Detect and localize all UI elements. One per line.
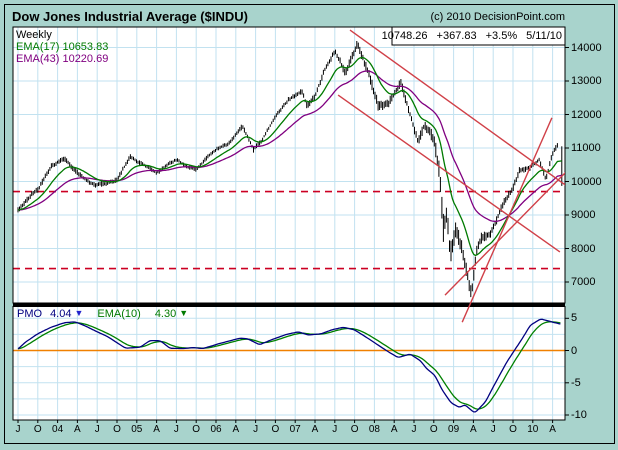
x-axis-label: J [15, 424, 21, 435]
x-axis-label: A [153, 424, 160, 435]
x-axis-label: A [232, 424, 240, 435]
pmo-ema-value: 4.30 [154, 308, 177, 320]
y-axis-label: 9000 [571, 209, 596, 221]
quote-last: 10748.26 [381, 30, 428, 42]
x-axis-label: O [192, 424, 201, 435]
pmo-ema-down-arrow-icon: ▼ [179, 308, 189, 318]
x-axis-label: 09 [448, 424, 460, 435]
x-axis-label: O [509, 424, 517, 435]
x-axis-label: 05 [131, 424, 143, 435]
x-axis-label: O [350, 424, 359, 435]
pmo-value: 4.04 [50, 308, 72, 320]
pmo-down-arrow-icon: ▼ [74, 308, 84, 318]
x-axis-label: J [173, 424, 179, 435]
x-axis-label: J [253, 424, 259, 435]
x-axis-label: O [271, 424, 280, 435]
x-axis-label: O [113, 424, 121, 435]
quote-readout: 10748.26 +367.83 +3.5% 5/11/10 [373, 30, 562, 42]
x-axis-label: 07 [289, 424, 301, 435]
ema43-legend: EMA(43) 10220.69 [16, 53, 109, 65]
timeframe-label: Weekly [16, 29, 52, 41]
x-axis-label: 04 [52, 424, 64, 435]
y-axis-label: 7000 [571, 276, 596, 288]
y-axis-label: 10000 [571, 175, 602, 188]
y-axis-label: 11000 [571, 142, 601, 154]
x-axis-label: J [411, 424, 417, 435]
pmo-axis-label: -10 [571, 409, 587, 421]
x-axis-label: A [390, 424, 398, 435]
quote-date: 5/11/10 [526, 30, 562, 42]
x-axis-label: A [549, 424, 556, 435]
quote-change: +367.83 [436, 30, 477, 42]
x-axis-label: A [470, 424, 477, 435]
x-axis-label: A [74, 424, 81, 435]
x-axis-label: 08 [368, 424, 380, 435]
x-axis-label: J [94, 424, 100, 435]
pmo-header: PMO 4.04 ▼ EMA(10) 4.30 ▼ [17, 308, 188, 320]
x-axis-label: O [33, 424, 42, 435]
x-axis-label: 06 [210, 424, 222, 435]
copyright-text: (c) 2010 DecisionPoint.com [430, 11, 565, 23]
pmo-label: PMO [17, 308, 43, 320]
quote-percent: +3.5% [485, 30, 518, 42]
ema17-legend: EMA(17) 10653.83 [16, 41, 109, 53]
x-axis-label: O [429, 424, 438, 435]
pmo-axis-label: 5 [571, 312, 578, 325]
pmo-axis-label: -5 [571, 376, 581, 389]
pmo-ema-label: EMA(10) [97, 308, 141, 320]
chart-title: Dow Jones Industrial Average ($INDU) [12, 9, 248, 24]
x-axis-label: 10 [527, 424, 539, 435]
y-axis-label: 13000 [571, 75, 602, 87]
y-axis-label: 12000 [571, 108, 602, 121]
y-axis-label: 14000 [571, 41, 602, 54]
x-axis-label: A [311, 424, 319, 435]
x-axis-label: J [490, 424, 496, 435]
y-axis-label: 8000 [571, 242, 596, 255]
pmo-axis-label: 0 [571, 344, 578, 357]
x-axis-label: J [332, 424, 338, 435]
